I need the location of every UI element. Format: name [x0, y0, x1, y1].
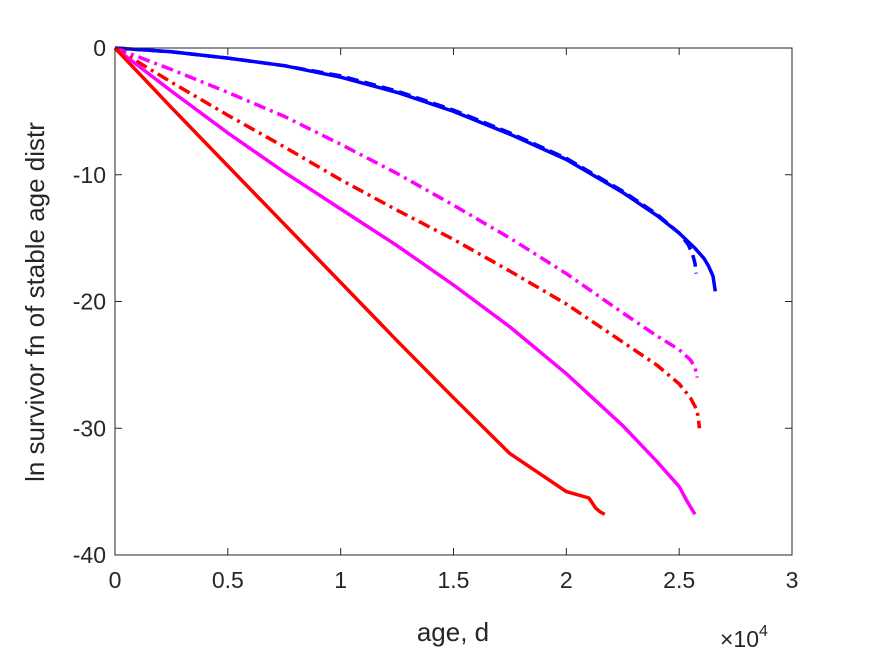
- series-line-2: [114, 46, 698, 274]
- x-ticks: 0 0.5 1 1.5 2 2.5 3: [109, 48, 799, 593]
- x-tick-label: 0.5: [212, 567, 244, 593]
- y-tick-label: -10: [73, 162, 106, 188]
- x-axis-label: age, d: [417, 617, 489, 647]
- y-tick-label: -20: [73, 289, 106, 315]
- y-tick-label: -40: [73, 542, 106, 568]
- series-layer: [113, 46, 718, 516]
- series-line-3: [114, 46, 699, 378]
- series-line-4: [114, 46, 702, 429]
- series-line-5: [113, 46, 697, 516]
- x-exponent-base: ×10: [720, 626, 759, 652]
- x-exponent-power: 4: [759, 623, 768, 640]
- x-tick-label: 0: [109, 567, 122, 593]
- x-exponent-label: ×104: [720, 623, 768, 652]
- x-tick-label: 1.5: [438, 567, 470, 593]
- x-tick-label: 2: [560, 567, 573, 593]
- y-ticks: -40 -30 -20 -10 0: [73, 35, 792, 568]
- x-tick-label: 3: [786, 567, 799, 593]
- y-axis-label: ln survivor fn of stable age distr: [20, 122, 50, 482]
- y-tick-label: 0: [93, 35, 106, 61]
- x-tick-label: 1: [334, 567, 347, 593]
- y-tick-label: -30: [73, 415, 106, 441]
- x-tick-label: 2.5: [663, 567, 695, 593]
- series-line-6: [113, 46, 606, 516]
